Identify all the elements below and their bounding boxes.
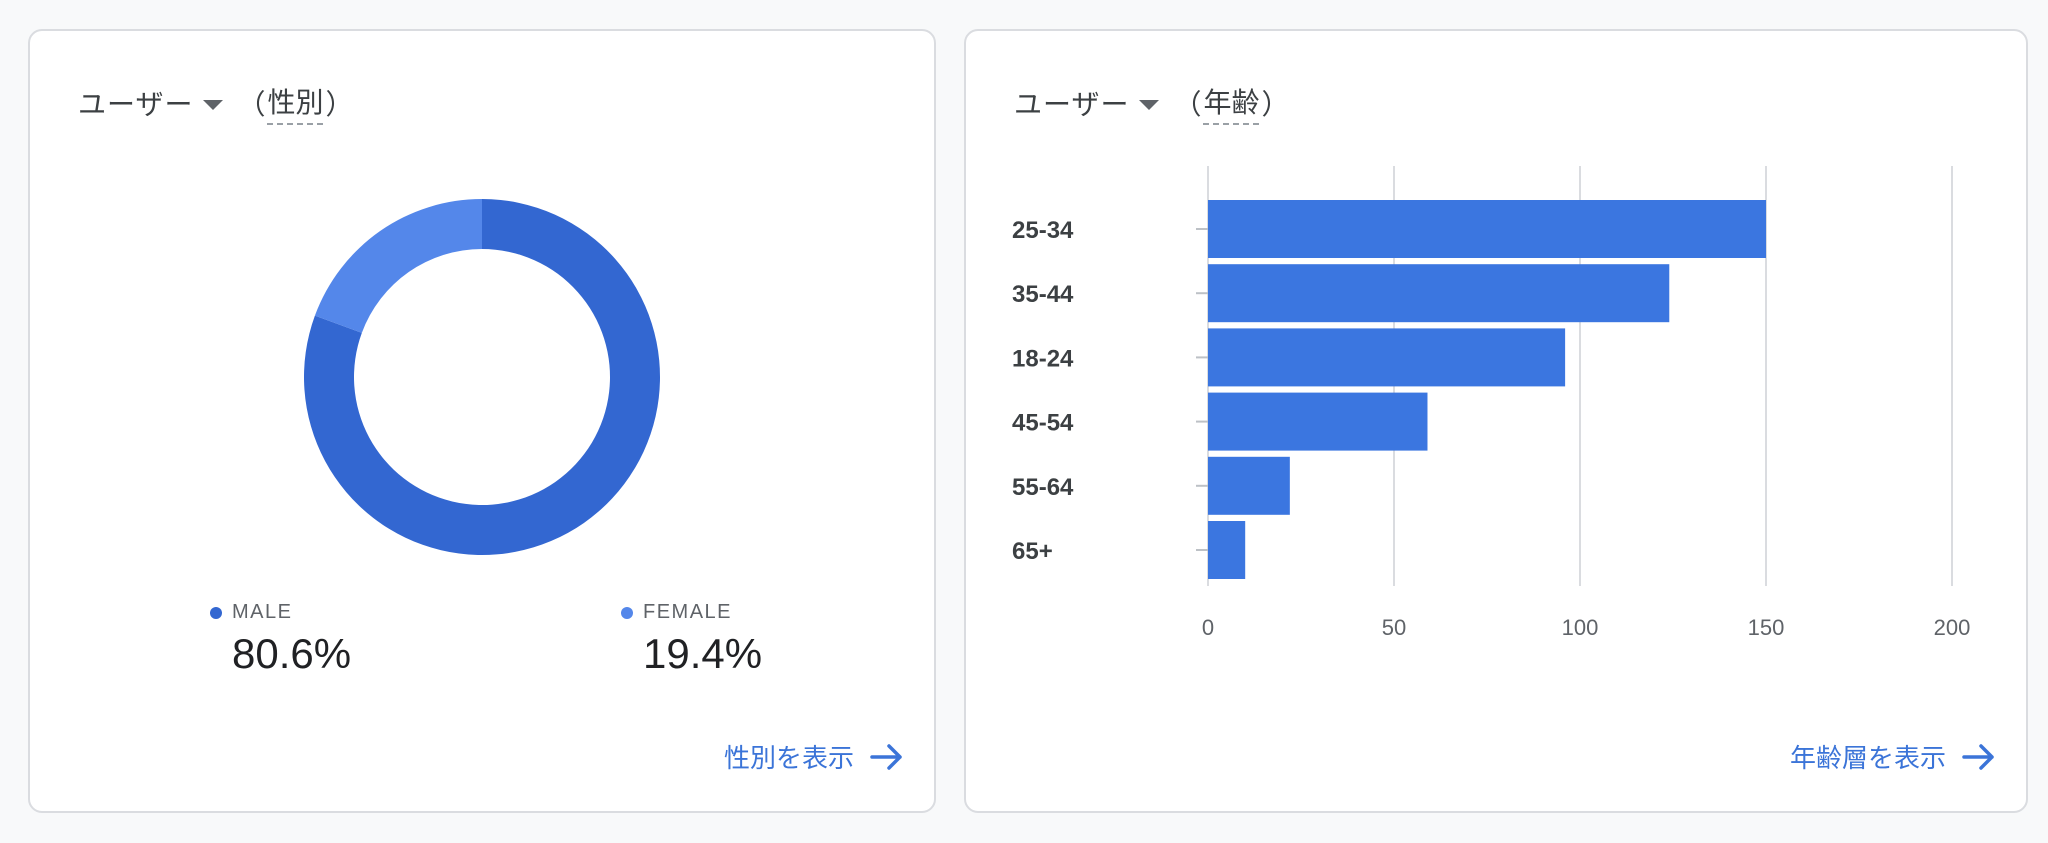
dimension-label: （ 年齢 ） [1173, 81, 1290, 125]
dimension-open-paren: （ [237, 89, 266, 120]
bar-18-24[interactable] [1208, 328, 1566, 387]
male-legend-label: MALE [232, 601, 293, 623]
view-age-link[interactable]: 年齢層を表示 [1790, 738, 1996, 775]
arrow-right-icon [1962, 743, 1994, 770]
metric-selector-label[interactable]: ユーザー [1014, 89, 1130, 120]
view-age-link-label: 年齢層を表示 [1789, 743, 1946, 773]
x-tick-label: 50 [1382, 615, 1406, 640]
age-bar-chart: 0 50 100 150 200 25-34 35-44 18-24 45-54 55-64 65+ [1012, 166, 1971, 640]
gender-donut-chart [303, 199, 660, 555]
x-tick-label: 200 [1934, 615, 1971, 640]
dropdown-arrow-icon[interactable] [203, 100, 224, 110]
dimension-close-paren: ） [1261, 89, 1290, 120]
gender-card: ユーザー （ 性別 ） MALE 80.6% FEMALE 19.4% 性別を表… [28, 29, 936, 813]
male-percentage: 80.6% [232, 630, 352, 677]
view-gender-link[interactable]: 性別を表示 [724, 738, 904, 775]
gender-card-header: ユーザー （ 性別 ） [78, 81, 354, 125]
legend-item-male: MALE 80.6% [210, 601, 351, 678]
y-tick-label: 55-64 [1012, 474, 1074, 501]
view-gender-link-label: 性別を表示 [723, 743, 854, 773]
bar-55-64[interactable] [1208, 456, 1290, 515]
y-tick-label: 35-44 [1012, 281, 1074, 308]
x-tick-label: 100 [1562, 615, 1599, 640]
male-legend-dot [210, 606, 222, 619]
age-card-header: ユーザー （ 年齢 ） [1014, 81, 1290, 125]
y-tick-label: 65+ [1012, 538, 1053, 565]
bar-25-34[interactable] [1208, 200, 1766, 258]
dropdown-arrow-icon[interactable] [1139, 100, 1160, 110]
female-legend-label: FEMALE [643, 601, 733, 623]
y-tick-label: 25-34 [1012, 217, 1074, 244]
y-tick-label: 45-54 [1012, 410, 1074, 437]
dimension-open-paren: （ [1173, 89, 1202, 120]
dimension-name: 性別 [267, 81, 324, 125]
x-tick-label: 150 [1748, 615, 1785, 640]
metric-selector-label[interactable]: ユーザー [78, 89, 194, 120]
y-tick-label: 18-24 [1012, 345, 1074, 372]
female-legend-dot [621, 606, 633, 619]
dimension-name: 年齢 [1203, 81, 1260, 125]
bar-45-54[interactable] [1208, 392, 1428, 451]
bar-65+[interactable] [1208, 521, 1246, 579]
dimension-label: （ 性別 ） [237, 81, 354, 125]
x-tick-label: 0 [1202, 615, 1214, 640]
donut-slice-female[interactable] [314, 199, 482, 333]
age-card: ユーザー （ 年齢 ） 0 50 100 150 200 25-34 35-44 18-24 4… [964, 29, 2028, 813]
female-percentage: 19.4% [643, 630, 763, 677]
bar-35-44[interactable] [1208, 264, 1670, 323]
legend-item-female: FEMALE 19.4% [621, 601, 762, 678]
arrow-right-icon [870, 743, 902, 770]
dimension-close-paren: ） [325, 89, 354, 120]
